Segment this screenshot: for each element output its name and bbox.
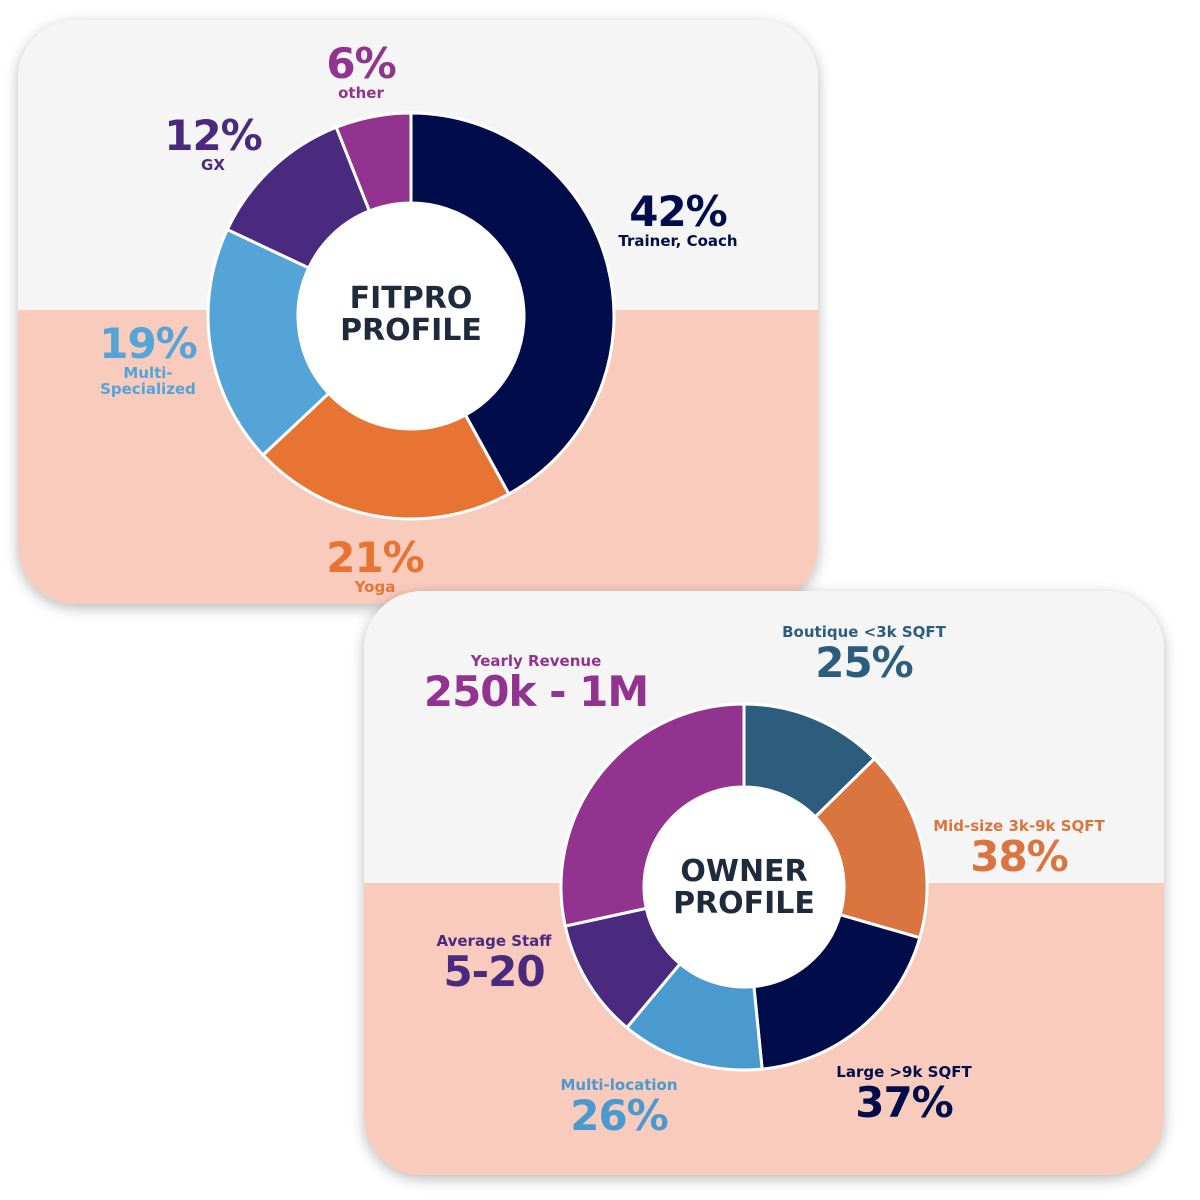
owner-donut-hole — [644, 787, 844, 987]
owner-label-value: 25% — [815, 637, 914, 687]
segment-name: Yoga — [354, 578, 396, 597]
segment-pct: 19% — [99, 319, 198, 368]
segment-label-multi-specialized: 19% Multi- Specialized — [73, 319, 223, 398]
owner-label-title: Yearly Revenue — [470, 652, 602, 670]
center-label-line2: PROFILE — [673, 886, 815, 922]
fitpro-donut-hole — [298, 203, 524, 429]
segment-name-line2: Specialized — [100, 379, 196, 398]
owner-label-value: 250k - 1M — [423, 666, 649, 716]
owner-label-average-staff: Average Staff 5-20 — [414, 932, 574, 996]
segment-label-gx: 12% GX — [153, 111, 273, 175]
center-label-line1: FITPRO — [349, 281, 473, 316]
segment-pct: 42% — [629, 187, 728, 236]
segment-label-other: 6% other — [306, 39, 416, 103]
segment-label-trainer-coach: 42% Trainer, Coach — [593, 187, 763, 251]
owner-profile-card: OWNER PROFILE Boutique <3k SQFT 25% Mid-… — [364, 591, 1164, 1175]
owner-label-title: Mid-size 3k-9k SQFT — [933, 817, 1105, 835]
owner-label-title: Boutique <3k SQFT — [782, 623, 946, 641]
segment-label-yoga: 21% Yoga — [305, 533, 445, 597]
owner-center-label: OWNER PROFILE — [644, 854, 844, 922]
fitpro-slice-other — [334, 111, 413, 213]
segment-pct: 6% — [326, 39, 396, 88]
owner-label-large: Large >9k SQFT 37% — [824, 1063, 984, 1127]
owner-label-midsize: Mid-size 3k-9k SQFT 38% — [924, 817, 1114, 881]
fitpro-center-label: FITPRO PROFILE — [311, 281, 511, 349]
owner-label-value: 5-20 — [443, 946, 545, 996]
owner-donut-chart — [559, 702, 929, 1072]
owner-label-title: Average Staff — [436, 932, 552, 950]
segment-name: Trainer, Coach — [618, 232, 738, 251]
center-label-line2: PROFILE — [340, 313, 482, 349]
segment-pct: 12% — [164, 111, 263, 160]
segment-name: GX — [201, 156, 225, 175]
segment-name-line1: Multi- — [123, 364, 173, 383]
segment-name: other — [338, 84, 384, 103]
owner-label-yearly-revenue: Yearly Revenue 250k - 1M — [422, 652, 650, 716]
fitpro-profile-card: FITPRO PROFILE 42% Trainer, Coach 21% Yo… — [18, 20, 818, 604]
fitpro-donut-chart — [206, 111, 616, 521]
owner-label-value: 26% — [570, 1090, 669, 1140]
segment-pct: 21% — [326, 533, 425, 582]
owner-label-value: 37% — [855, 1077, 954, 1127]
owner-label-value: 38% — [970, 831, 1069, 881]
owner-label-multi-location: Multi-location 26% — [544, 1076, 694, 1140]
owner-label-title: Multi-location — [560, 1076, 678, 1094]
center-label-line1: OWNER — [680, 854, 808, 889]
owner-label-boutique: Boutique <3k SQFT 25% — [764, 623, 964, 687]
owner-label-title: Large >9k SQFT — [836, 1063, 972, 1081]
